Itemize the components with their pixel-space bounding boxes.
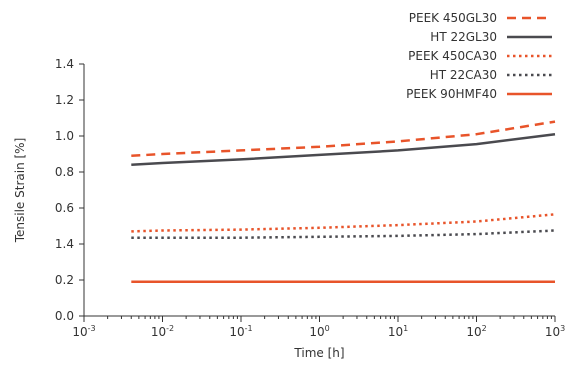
x-tick-label: 10-2	[151, 324, 174, 339]
series-line-peek-450gl30	[131, 120, 556, 158]
y-tick-label: 0.8	[55, 165, 74, 179]
y-axis-title: Tensile Strain [%]	[13, 138, 27, 244]
y-tick-label: 0.6	[55, 201, 74, 215]
x-ticks: 10-3 10-2 10-1 100 101 102 103	[72, 316, 565, 339]
series-line-ht-22gl30	[131, 132, 556, 167]
y-tick-label: 1.2	[55, 93, 74, 107]
legend-label: PEEK 90HMF40	[406, 87, 497, 101]
y-tick-label: 1.4	[55, 57, 74, 71]
series-line-peek-450ca30	[131, 213, 556, 233]
series-line-ht-22ca30	[131, 229, 556, 239]
x-axis-title: Time [h]	[293, 346, 344, 360]
x-tick-label: 10-1	[229, 324, 252, 339]
legend-label: PEEK 450GL30	[409, 11, 497, 25]
y-tick-label: 1.0	[55, 129, 74, 143]
x-tick-label: 10-3	[72, 324, 95, 339]
y-tick-label: 0.2	[55, 273, 74, 287]
x-tick-label: 101	[388, 324, 408, 339]
x-tick-label: 102	[466, 324, 486, 339]
legend-label: HT 22CA30	[430, 68, 497, 82]
axes	[83, 64, 555, 317]
y-tick-label: 1.4	[55, 237, 74, 251]
x-tick-label: 103	[545, 324, 565, 339]
legend-label: PEEK 450CA30	[408, 49, 497, 63]
y-ticks: 0.0 0.2 1.4 0.6 0.8 1.0 1.2 1.4	[55, 57, 84, 323]
x-tick-label: 100	[309, 324, 329, 339]
legend-label: HT 22GL30	[430, 30, 497, 44]
series-lines	[131, 120, 556, 284]
y-tick-label: 0.0	[55, 309, 74, 323]
legend: PEEK 450GL30 HT 22GL30 PEEK 450CA30 HT 22CA…	[406, 11, 552, 101]
